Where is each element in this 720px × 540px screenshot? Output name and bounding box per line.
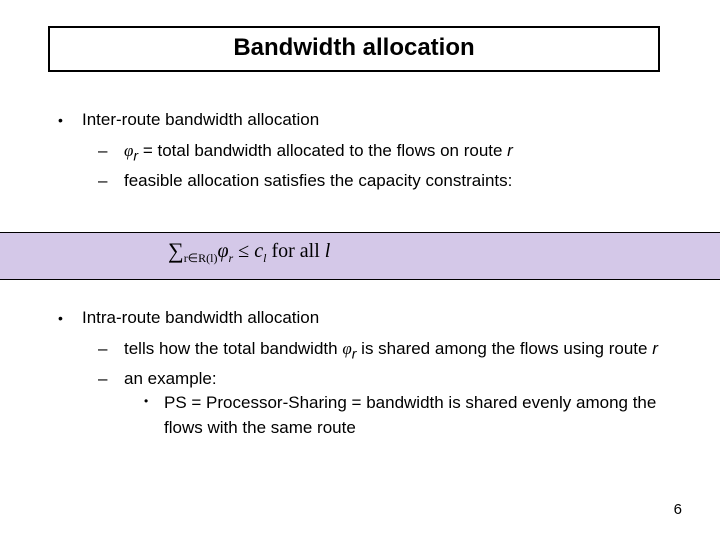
bullet-intra-route: Intra-route bandwidth allocation tells h… <box>44 306 676 441</box>
capacity-formula: ∑r∈R(l)φr ≤ cl for all l <box>168 237 330 266</box>
heading-intra-route: Intra-route bandwidth allocation <box>82 308 319 327</box>
phi-def-text: = total bandwidth allocated to the flows… <box>138 141 507 160</box>
phi-symbol: φ <box>124 141 133 160</box>
shared-text-a: tells how the total bandwidth <box>124 339 342 358</box>
sub-shared: tells how the total bandwidth φ r is shar… <box>82 337 676 365</box>
leq-symbol: ≤ <box>233 240 254 262</box>
route-r: r <box>507 141 513 160</box>
slide: Bandwidth allocation Inter-route bandwid… <box>0 0 720 540</box>
ps-text: PS = Processor-Sharing = bandwidth is sh… <box>164 393 656 437</box>
page-title: Bandwidth allocation <box>233 34 474 61</box>
page-number: 6 <box>674 501 682 518</box>
sub-feasible: feasible allocation satisfies the capaci… <box>82 169 676 194</box>
sub-phi-def: φ r = total bandwidth allocated to the fl… <box>82 139 676 167</box>
formula-c: c <box>254 240 263 262</box>
formula-phi: φ <box>217 240 228 262</box>
sub-example: an example: PS = Processor-Sharing = ban… <box>82 367 676 441</box>
phi-symbol-2: φ <box>342 339 351 358</box>
formula-band: ∑r∈R(l)φr ≤ cl for all l <box>0 232 720 280</box>
feasible-text: feasible allocation satisfies the capaci… <box>124 171 512 190</box>
heading-inter-route: Inter-route bandwidth allocation <box>82 110 319 129</box>
forall-text: for all <box>266 240 324 262</box>
forall-l: l <box>325 240 331 262</box>
sub-ps: PS = Processor-Sharing = bandwidth is sh… <box>124 391 676 440</box>
example-text: an example: <box>124 369 217 388</box>
sigma-symbol: ∑ <box>168 238 184 263</box>
route-r-2: r <box>652 339 658 358</box>
content-block-1: Inter-route bandwidth allocation φ r = to… <box>44 108 676 201</box>
sigma-sub: r∈R(l) <box>184 251 218 265</box>
bullet-inter-route: Inter-route bandwidth allocation φ r = to… <box>44 108 676 193</box>
shared-text-b: is shared among the flows using route <box>356 339 652 358</box>
title-box: Bandwidth allocation <box>48 26 660 72</box>
content-block-2: Intra-route bandwidth allocation tells h… <box>44 306 676 449</box>
